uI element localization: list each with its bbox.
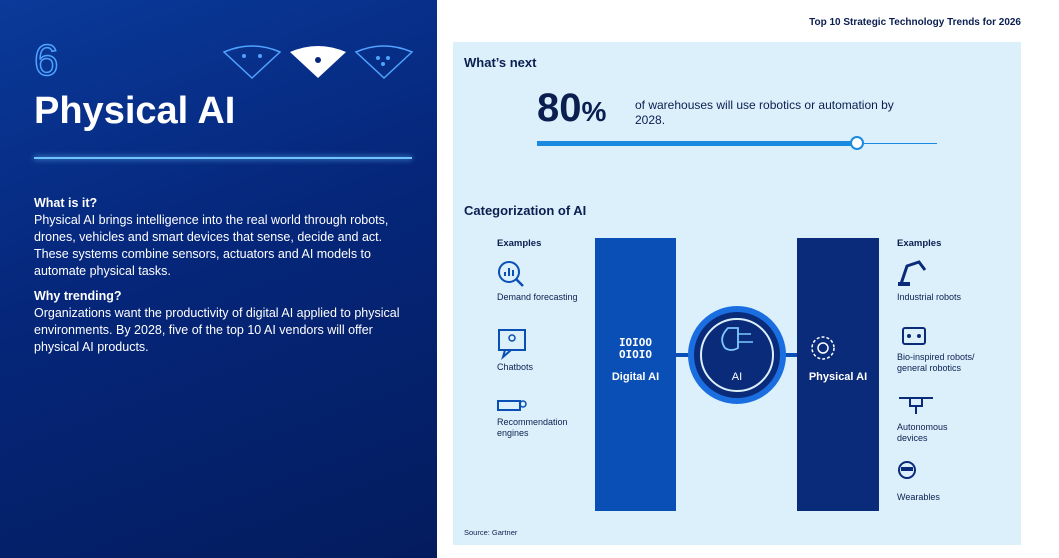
section-heading: Why trending? bbox=[34, 289, 122, 303]
section-heading: What is it? bbox=[34, 196, 98, 210]
example-item: Demand forecasting bbox=[497, 292, 578, 302]
trend-title: Physical AI bbox=[34, 90, 236, 132]
trend-number: 6 bbox=[33, 35, 59, 86]
sections: What is it? Physical AI brings intellige… bbox=[34, 195, 412, 356]
stat-unit: % bbox=[581, 96, 607, 127]
left-panel: 6 Physical AI What is it? Physical AI br… bbox=[0, 0, 437, 558]
binary-line: OIOIO bbox=[618, 348, 653, 361]
physical-ai-label: Physical AI bbox=[808, 371, 868, 383]
progress-bar bbox=[537, 141, 857, 146]
example-item: Wearables bbox=[897, 492, 940, 502]
left-icons bbox=[497, 261, 527, 411]
binary-line: IOIOO bbox=[618, 336, 653, 349]
source: Source: Gartner bbox=[464, 528, 518, 537]
example-item: Bio-inspired robots/ general robotics bbox=[897, 352, 975, 373]
progress-knob bbox=[850, 136, 864, 150]
categorization-heading: Categorization of AI bbox=[464, 203, 587, 218]
section-body: Organizations want the productivity of d… bbox=[34, 306, 400, 354]
example-item: Industrial robots bbox=[897, 292, 962, 302]
stat-value: 80 bbox=[537, 86, 582, 130]
examples-label: Examples bbox=[897, 238, 942, 249]
fan-icons bbox=[222, 45, 414, 80]
binary-icon: IOIOO OIOIO bbox=[595, 337, 676, 361]
stat-text: of warehouses will use robotics or autom… bbox=[635, 98, 894, 127]
stat: 80% bbox=[537, 86, 606, 131]
example-item: Chatbots bbox=[497, 362, 534, 372]
example-item: Autonomous devices bbox=[897, 422, 948, 443]
example-item: Recommendation engines bbox=[497, 417, 568, 438]
divider bbox=[34, 157, 412, 159]
ai-label: AI bbox=[731, 371, 743, 383]
categorization-diagram bbox=[595, 238, 879, 511]
examples-label: Examples bbox=[497, 238, 542, 249]
right-icons bbox=[898, 260, 933, 479]
section-body: Physical AI brings intelligence into the… bbox=[34, 213, 389, 278]
digital-ai-label: Digital AI bbox=[611, 371, 660, 383]
content-panel: What’s next 80% of warehouses will use r… bbox=[453, 42, 1021, 545]
whats-next-heading: What’s next bbox=[464, 55, 537, 70]
header-title: Top 10 Strategic Technology Trends for 2… bbox=[809, 17, 1021, 28]
